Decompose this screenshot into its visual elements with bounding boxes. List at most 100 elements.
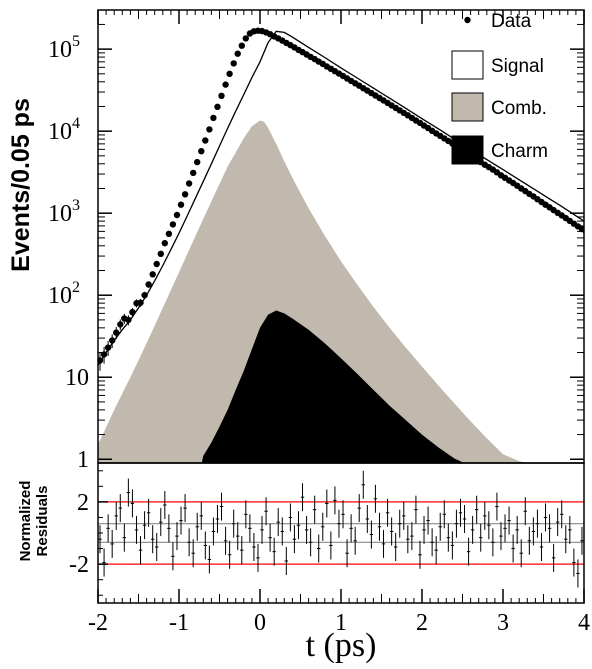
residual-x-ticks: -2 -1 0 1 2 3 4 xyxy=(88,589,590,636)
data-point xyxy=(153,260,160,268)
residual-point xyxy=(389,517,394,546)
data-point xyxy=(181,191,189,198)
residual-point xyxy=(365,505,370,533)
residual-point xyxy=(572,548,576,577)
residual-y-tick-label: 2 xyxy=(77,490,89,516)
residual-point xyxy=(183,494,187,523)
residual-point xyxy=(187,528,191,557)
residual-point xyxy=(231,509,236,538)
residual-point xyxy=(418,540,422,569)
residual-point xyxy=(564,525,568,554)
residual-point xyxy=(126,478,131,507)
data-point xyxy=(206,126,213,133)
data-point xyxy=(149,271,156,278)
data-point xyxy=(104,340,112,356)
residual-point xyxy=(357,494,361,523)
residual-point xyxy=(555,508,560,537)
residual-point xyxy=(240,536,244,565)
data-point xyxy=(129,307,136,318)
residual-point xyxy=(321,512,325,541)
residual-point xyxy=(410,522,414,551)
residual-point xyxy=(495,492,499,521)
residual-point xyxy=(215,505,220,533)
y-tick-label: 10 xyxy=(65,365,89,391)
residual-point xyxy=(130,489,135,518)
residual-point xyxy=(568,515,572,544)
x-tick-label: 0 xyxy=(254,610,266,636)
data-point xyxy=(165,230,173,237)
residual-point xyxy=(155,533,159,561)
signal-curve xyxy=(98,30,584,366)
legend-marker xyxy=(464,16,471,24)
data-point xyxy=(145,281,152,288)
residual-point xyxy=(535,509,540,538)
residual-point xyxy=(118,494,122,523)
y-tick-label: 102 xyxy=(48,279,80,309)
residual-point xyxy=(134,515,139,544)
y-tick-label: 105 xyxy=(48,33,80,63)
main-x-ticks xyxy=(97,10,585,24)
residual-point xyxy=(450,531,455,560)
legend: Data Signal Comb. Charm xyxy=(451,11,548,165)
y-tick-label: 103 xyxy=(48,197,80,227)
residual-point xyxy=(146,498,151,527)
residual-point xyxy=(487,511,491,540)
legend-swatch xyxy=(451,92,484,122)
legend-label: Data xyxy=(491,11,532,32)
residual-point xyxy=(110,529,114,558)
residual-point xyxy=(519,539,523,568)
residual-point xyxy=(175,522,179,551)
data-point xyxy=(226,70,233,78)
residual-point xyxy=(122,523,127,552)
x-tick-label: -1 xyxy=(169,610,189,636)
data-point xyxy=(238,42,245,49)
residual-point xyxy=(203,531,208,560)
residual-point xyxy=(106,514,110,543)
y-tick-label: 1 xyxy=(77,447,89,473)
data-point xyxy=(194,158,201,166)
residual-point xyxy=(317,534,321,563)
residual-point xyxy=(406,525,410,554)
residual-y-axis-label-line2: Residuals xyxy=(34,486,51,557)
residual-point xyxy=(503,514,507,543)
residual-point xyxy=(296,511,301,540)
residual-point xyxy=(304,515,309,544)
data-point xyxy=(242,35,249,42)
residual-point xyxy=(491,528,495,557)
residual-point xyxy=(499,522,503,551)
residual-point xyxy=(244,500,248,529)
residual-point xyxy=(150,525,155,554)
residual-point xyxy=(385,498,390,527)
residual-point xyxy=(211,517,216,546)
signal-curve-group xyxy=(98,30,584,366)
legend-item-charm: Charm xyxy=(451,135,548,165)
residual-point xyxy=(422,515,426,544)
residual-point xyxy=(341,500,345,529)
residual-point xyxy=(227,540,232,569)
residual-point xyxy=(219,492,224,521)
data-point xyxy=(190,169,197,177)
residual-point xyxy=(434,536,438,565)
data-point xyxy=(161,240,168,247)
legend-label: Signal xyxy=(491,56,544,77)
residual-point xyxy=(349,514,353,543)
residual-point xyxy=(163,491,167,519)
residual-point xyxy=(207,545,212,574)
background-areas xyxy=(98,120,528,463)
data-point xyxy=(125,315,132,326)
residual-y-axis-label-line1: Normalized xyxy=(17,481,34,562)
residual-point xyxy=(345,539,349,568)
residual-point xyxy=(300,483,305,512)
residual-plot-panel: -2 2 -2 -1 0 1 2 3 4 xyxy=(69,462,590,636)
residual-point xyxy=(248,514,252,543)
residual-point xyxy=(446,523,451,552)
residual-point xyxy=(308,528,313,557)
x-tick-label: -2 xyxy=(88,610,108,636)
data-point xyxy=(173,211,181,219)
residual-point xyxy=(264,497,268,526)
residual-point xyxy=(199,501,203,530)
combinatorial-area xyxy=(98,120,528,463)
residual-point xyxy=(114,501,118,530)
data-point xyxy=(109,334,116,349)
